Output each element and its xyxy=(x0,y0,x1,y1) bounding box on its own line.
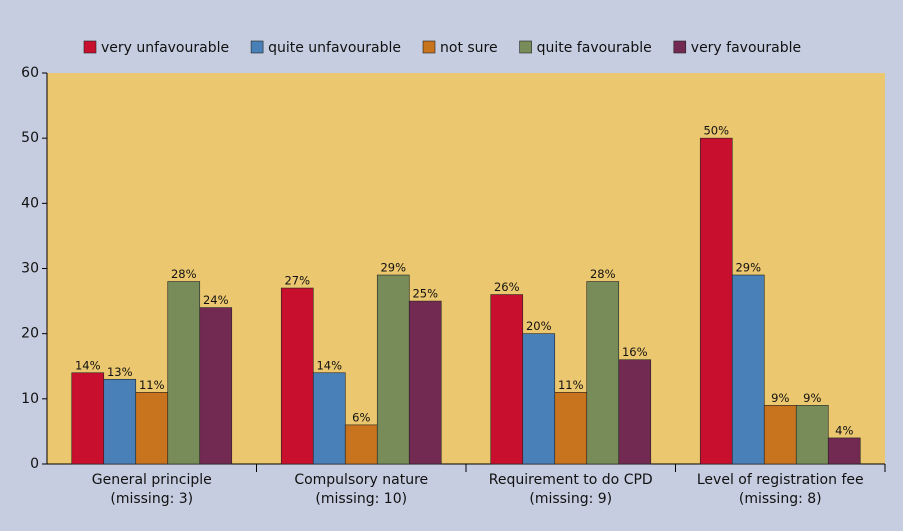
x-tick-label: (missing: 3) xyxy=(110,491,193,507)
y-tick-label: 10 xyxy=(21,391,39,407)
value-label: 14% xyxy=(75,358,101,372)
bar xyxy=(280,287,314,465)
bar xyxy=(827,437,861,465)
bar xyxy=(103,378,137,465)
bar xyxy=(554,392,588,465)
bar xyxy=(586,281,620,465)
y-tick-label: 30 xyxy=(21,261,39,277)
bar xyxy=(312,372,346,465)
value-label: 4% xyxy=(835,423,853,437)
x-tick-label: (missing: 9) xyxy=(529,491,612,507)
legend-label: quite favourable xyxy=(537,40,652,56)
value-label: 9% xyxy=(771,391,789,405)
bar xyxy=(490,294,524,465)
bar xyxy=(376,274,410,465)
x-tick-label: Requirement to do CPD xyxy=(489,472,653,488)
value-label: 14% xyxy=(316,358,342,372)
bar xyxy=(731,274,765,465)
x-tick-label: General principle xyxy=(92,472,212,488)
legend-swatch xyxy=(519,40,532,54)
value-label: 6% xyxy=(352,410,370,424)
bar xyxy=(618,359,652,465)
bar xyxy=(795,405,829,465)
x-tick-label: Level of registration fee xyxy=(697,472,864,488)
bar xyxy=(699,137,733,465)
value-label: 28% xyxy=(590,267,616,281)
x-tick-label: Compulsory nature xyxy=(294,472,428,488)
legend-swatch xyxy=(422,40,436,54)
bar xyxy=(135,392,169,465)
legend-swatch xyxy=(250,40,264,54)
value-label: 26% xyxy=(494,280,520,294)
value-label: 29% xyxy=(735,261,761,275)
x-tick-label: (missing: 8) xyxy=(739,491,822,507)
value-label: 11% xyxy=(139,378,165,392)
y-tick-label: 40 xyxy=(21,195,39,211)
bar xyxy=(199,307,233,465)
value-label: 50% xyxy=(703,124,729,138)
bar xyxy=(71,372,105,465)
value-label: 13% xyxy=(107,365,133,379)
legend-label: not sure xyxy=(440,40,498,56)
legend-swatch xyxy=(83,40,97,54)
legend-swatch xyxy=(673,40,687,54)
bar xyxy=(167,281,201,465)
value-label: 28% xyxy=(171,267,197,281)
value-label: 27% xyxy=(284,274,310,288)
bar xyxy=(344,424,378,465)
value-label: 29% xyxy=(380,261,406,275)
value-label: 11% xyxy=(558,378,584,392)
y-tick-label: 0 xyxy=(30,456,39,472)
legend-label: quite unfavourable xyxy=(268,40,401,56)
value-label: 25% xyxy=(412,287,438,301)
y-tick-label: 60 xyxy=(21,65,39,81)
y-tick-label: 20 xyxy=(21,326,39,342)
y-tick-label: 50 xyxy=(21,130,39,146)
bar xyxy=(763,405,797,465)
value-label: 20% xyxy=(526,319,552,333)
x-tick-label: (missing: 10) xyxy=(315,491,407,507)
value-label: 9% xyxy=(803,391,821,405)
value-label: 16% xyxy=(622,345,648,359)
bar xyxy=(522,333,556,465)
legend-label: very unfavourable xyxy=(101,40,229,56)
legend-label: very favourable xyxy=(691,40,801,56)
bar xyxy=(408,300,442,465)
value-label: 24% xyxy=(203,293,229,307)
